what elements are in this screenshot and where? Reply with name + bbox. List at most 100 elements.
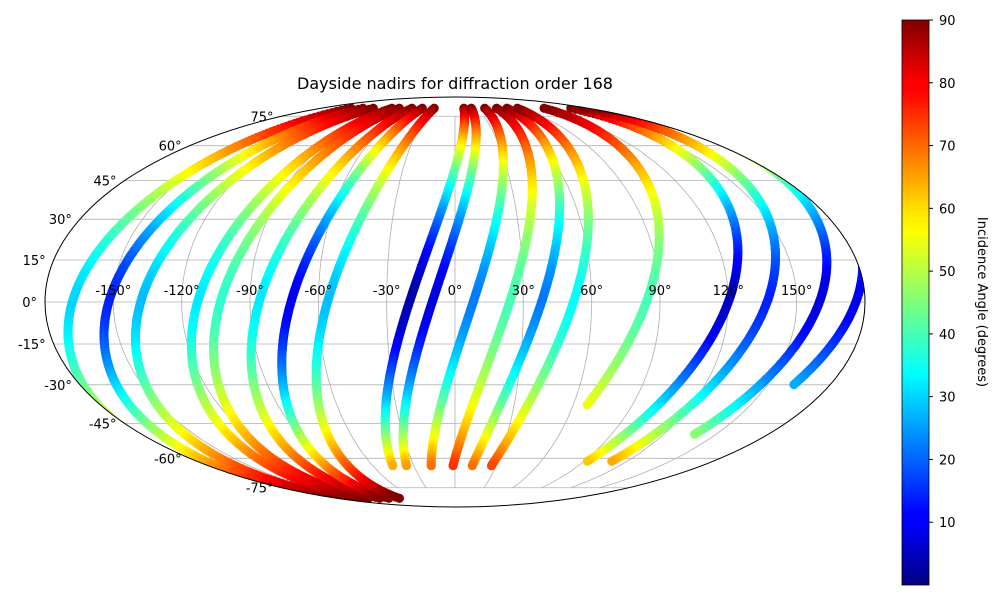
- data-point: [831, 195, 841, 205]
- data-point: [785, 159, 796, 169]
- data-point: [614, 104, 624, 114]
- x-tick-label: 120°: [713, 284, 744, 299]
- data-point: [806, 172, 816, 182]
- data-point: [133, 433, 143, 443]
- data-point: [758, 144, 768, 154]
- orbit-track: [311, 103, 439, 503]
- y-tick-label: 15°: [23, 254, 46, 269]
- colorbar-tick-label: 50: [939, 265, 956, 280]
- data-point: [693, 121, 703, 131]
- data-point: [754, 143, 764, 153]
- y-tick-label: -75°: [246, 482, 274, 497]
- data-point: [130, 431, 140, 441]
- data-point: [846, 217, 857, 227]
- grid-meridian: [317, 115, 398, 489]
- data-point: [739, 148, 750, 158]
- data-point: [401, 461, 412, 471]
- data-point: [764, 148, 774, 158]
- colorbar-tick-label: 10: [939, 516, 956, 531]
- colorbar-tick-label: 20: [939, 453, 956, 468]
- data-point: [847, 219, 858, 229]
- data-point: [688, 120, 698, 130]
- x-tick-label: -30°: [373, 284, 401, 299]
- chart-title: Dayside nadirs for diffraction order 168: [297, 74, 613, 93]
- data-point: [820, 184, 831, 194]
- data-point: [844, 213, 855, 223]
- data-point: [651, 111, 662, 121]
- data-point: [856, 244, 865, 254]
- data-point: [843, 211, 853, 222]
- x-tick-label: -150°: [95, 284, 131, 299]
- data-point: [771, 151, 781, 161]
- data-point: [845, 215, 856, 225]
- data-point: [728, 132, 738, 142]
- data-point: [841, 208, 851, 218]
- data-point: [627, 106, 637, 116]
- data-point: [724, 131, 734, 141]
- y-tick-label: -45°: [89, 417, 117, 432]
- grid-meridian: [599, 115, 798, 489]
- data-point: [857, 255, 865, 265]
- data-point: [852, 230, 862, 240]
- data-point: [822, 186, 833, 196]
- y-tick-label: 30°: [49, 213, 72, 228]
- data-point: [853, 232, 863, 242]
- data-point: [799, 167, 809, 177]
- data-point: [855, 240, 865, 250]
- data-point: [828, 191, 838, 202]
- data-point: [838, 204, 848, 214]
- data-point: [621, 105, 631, 115]
- data-point: [812, 177, 823, 187]
- data-point: [801, 169, 811, 179]
- colorbar-ticks: 10 20 30 40 50 60 70 80 90: [929, 14, 956, 531]
- data-point: [857, 248, 865, 258]
- data-point: [857, 253, 865, 263]
- data-point: [818, 183, 829, 193]
- data-point: [810, 176, 820, 186]
- data-point: [640, 109, 650, 119]
- data-point: [657, 112, 667, 122]
- data-point: [808, 174, 818, 184]
- x-tick-label: 90°: [648, 284, 671, 299]
- data-point: [851, 226, 861, 237]
- data-point: [668, 115, 678, 125]
- data-point: [840, 206, 850, 216]
- data-point: [826, 190, 836, 200]
- orbit-track: [209, 103, 404, 503]
- data-point: [646, 110, 656, 120]
- data-point: [767, 149, 778, 159]
- data-point: [690, 429, 700, 439]
- data-point: [803, 170, 814, 181]
- y-tick-label: 45°: [94, 175, 117, 190]
- data-point: [205, 466, 215, 477]
- x-tick-label: 60°: [580, 284, 603, 299]
- data-point: [135, 434, 145, 444]
- data-point: [850, 225, 860, 235]
- data-point: [426, 461, 436, 471]
- data-point: [683, 119, 694, 129]
- data-point: [143, 439, 154, 449]
- data-point: [842, 210, 852, 220]
- data-point: [751, 141, 761, 151]
- x-tick-label: -120°: [164, 284, 200, 299]
- colorbar-tick-label: 40: [939, 328, 956, 343]
- data-point: [193, 462, 203, 472]
- data-point: [849, 223, 859, 233]
- data-point: [788, 160, 798, 170]
- data-point: [673, 116, 683, 126]
- data-point: [149, 442, 159, 452]
- grid-meridian: [541, 115, 661, 489]
- data-point: [837, 202, 847, 212]
- data-point: [186, 459, 196, 469]
- data-point: [856, 242, 865, 252]
- data-point: [857, 249, 865, 260]
- data-tracks: [63, 103, 865, 503]
- x-tick-label: 150°: [781, 284, 812, 299]
- y-tick-label: -30°: [44, 379, 72, 394]
- data-point: [854, 234, 864, 244]
- colorbar-label: Incidence Angle (degrees): [974, 217, 989, 387]
- data-point: [736, 135, 746, 145]
- x-tick-label: -60°: [304, 284, 332, 299]
- data-point: [780, 155, 790, 166]
- colorbar-tick-label: 30: [939, 391, 956, 406]
